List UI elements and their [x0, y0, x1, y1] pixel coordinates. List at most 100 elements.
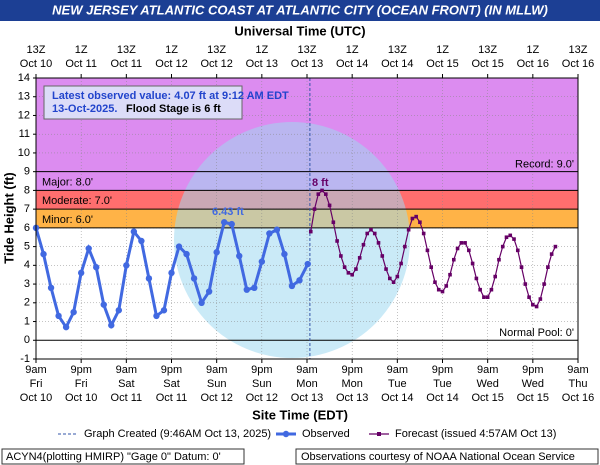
data-point: [470, 261, 475, 266]
y-tick-label: 0: [24, 334, 30, 346]
x-tick-label: Wed: [522, 378, 544, 390]
legend-label: Graph Created (9:46AM Oct 13, 2025): [84, 428, 271, 440]
x2-axis-label: Universal Time (UTC): [234, 23, 365, 38]
legend-label: Observed: [302, 428, 350, 440]
x-tick-label: Oct 11: [111, 392, 143, 404]
data-point: [258, 258, 266, 265]
data-point: [213, 249, 220, 256]
x2-tick-label: Oct 11: [111, 58, 143, 70]
data-point: [40, 250, 47, 258]
x-tick-label: 9am: [25, 364, 46, 376]
data-point: [485, 295, 490, 299]
x2-tick-label: Oct 13: [291, 58, 323, 70]
footer-box: [295, 448, 599, 465]
data-point: [512, 237, 516, 241]
data-point: [168, 269, 175, 277]
data-point: [175, 243, 183, 250]
y-tick-label: 3: [24, 278, 30, 290]
legend: Observed Forecast (issued 4:57AM Oct 13): [276, 428, 556, 440]
data-point: [478, 287, 482, 292]
data-point: [77, 269, 85, 277]
data-point: [474, 276, 479, 281]
data-point: [331, 220, 336, 225]
data-point: [335, 239, 339, 243]
data-point: [123, 262, 130, 269]
data-point: [508, 233, 513, 238]
x2-tick-label: Oct 11: [65, 58, 97, 70]
data-point: [365, 231, 370, 236]
data-point: [354, 267, 358, 271]
y-tick-label: 11: [19, 128, 30, 140]
x-tick-label: Fri: [75, 378, 88, 390]
data-point: [542, 282, 546, 286]
legend-marker: [377, 432, 381, 436]
data-point: [145, 275, 153, 282]
legend-label: Forecast (issued 4:57AM Oct 13): [395, 428, 556, 440]
x-tick-label: 9am: [477, 364, 498, 376]
y-tick-label: 9: [24, 166, 30, 178]
plot-area: Minor: 6.0' Moderate: 7.0' Major: 8.0' Reco…: [18, 44, 594, 404]
data-point: [425, 248, 430, 253]
x-tick-label: 9pm: [251, 364, 272, 376]
x-tick-label: 9pm: [432, 364, 453, 376]
data-point: [320, 188, 324, 193]
data-point: [251, 284, 258, 292]
data-point: [236, 252, 243, 260]
data-point: [504, 235, 509, 240]
data-point: [266, 230, 273, 237]
data-point: [190, 275, 198, 282]
data-point: [47, 284, 55, 292]
data-point: [100, 301, 107, 308]
data-point: [243, 286, 250, 293]
footer-box: [1, 448, 245, 465]
flood-label: Minor: 6.0': [42, 214, 93, 226]
data-point: [459, 241, 464, 245]
data-point: [531, 302, 535, 307]
y-tick-label: -1: [20, 353, 30, 365]
annotation: 8 ft: [312, 177, 329, 189]
x2-tick-label: 13Z: [117, 44, 136, 56]
data-point: [115, 307, 123, 314]
data-point: [281, 250, 288, 258]
x-tick-label: Fri: [30, 378, 43, 390]
data-point: [546, 265, 550, 270]
chart-title: NEW JERSEY ATLANTIC COAST AT ATLANTIC CI…: [52, 2, 548, 17]
data-point: [372, 231, 377, 236]
data-point: [455, 246, 460, 251]
data-point: [433, 280, 437, 284]
data-point: [324, 192, 328, 196]
plot-frame: [35, 77, 579, 360]
y-tick-label: 13: [18, 91, 30, 103]
data-point: [55, 312, 62, 320]
x-tick-label: Tue: [388, 378, 407, 390]
data-point: [500, 244, 505, 249]
y-tick-label: 8: [24, 184, 30, 196]
x-tick-label: Mon: [296, 378, 317, 390]
x2-tick-label: 13Z: [569, 44, 588, 56]
info-box: [43, 85, 243, 120]
x-tick-label: Oct 10: [65, 392, 97, 404]
x-tick-label: 9am: [206, 364, 227, 376]
x-tick-label: Oct 16: [562, 392, 594, 404]
data-point: [399, 261, 403, 266]
data-point: [93, 264, 100, 271]
y-tick-label: 1: [24, 315, 30, 327]
y-tick-label: 7: [24, 203, 30, 215]
data-point: [403, 244, 407, 249]
x-tick-label: Oct 15: [517, 392, 549, 404]
y-tick-label: 6: [24, 222, 30, 234]
x2-tick-label: Oct 10: [20, 58, 52, 70]
data-point: [527, 295, 531, 299]
data-point: [515, 248, 520, 253]
data-point: [70, 308, 77, 316]
x-tick-label: 9am: [567, 364, 588, 376]
data-point: [418, 220, 422, 225]
data-point: [429, 265, 434, 270]
x2-tick-label: 1Z: [436, 44, 449, 56]
x-tick-label: 9pm: [161, 364, 182, 376]
x-tick-label: 9am: [116, 364, 137, 376]
x2-tick-label: Oct 14: [336, 58, 368, 70]
x2-tick-label: 1Z: [255, 44, 268, 56]
data-point: [339, 254, 343, 258]
x2-tick-label: Oct 12: [155, 58, 187, 70]
